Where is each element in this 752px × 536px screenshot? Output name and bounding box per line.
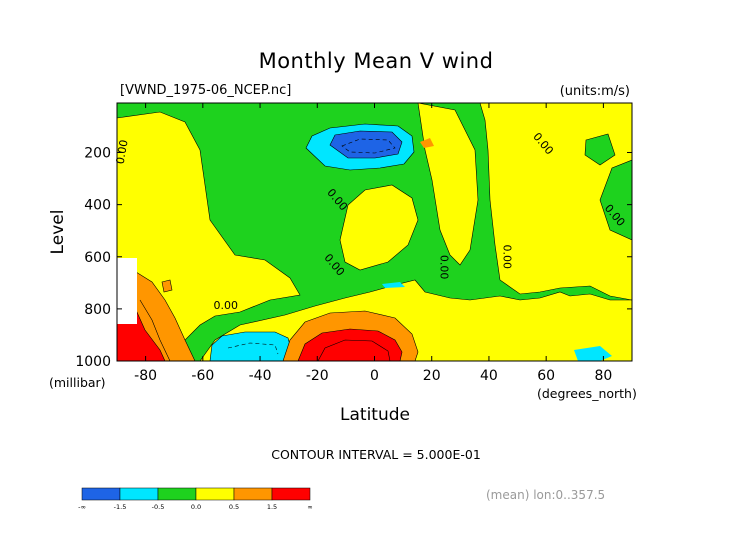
contour-label: 0.00 xyxy=(213,299,238,312)
footnote: (mean) lon:0..357.5 xyxy=(486,488,605,502)
colorbar-swatch xyxy=(157,487,197,501)
contour-orange-small xyxy=(161,279,173,293)
y-axis: 200 400 600 800 1000 xyxy=(75,146,632,370)
x-axis: -80 -60 -40 -20 0 20 40 60 80 xyxy=(134,103,612,384)
y-axis-label: Level xyxy=(48,210,68,255)
colorbar-tick-label: ∞ xyxy=(307,503,312,511)
contour-orange-tiny xyxy=(420,138,434,148)
x-axis-unit: (degrees_north) xyxy=(537,386,637,401)
colorbar-tick-label: -∞ xyxy=(78,503,86,511)
y-tick-label: 200 xyxy=(84,146,111,162)
colorbar-swatch xyxy=(119,487,159,501)
chart-title: Monthly Mean V wind xyxy=(259,49,494,73)
x-axis-label: Latitude xyxy=(340,405,410,425)
colorbar-tick-label: 0.0 xyxy=(191,503,201,511)
contour-cyan-south-low xyxy=(209,331,293,361)
contour-blue-upper-core xyxy=(329,130,403,159)
missing-data-mask xyxy=(117,258,137,324)
contour-interval-label: CONTOUR INTERVAL = 5.000E-01 xyxy=(271,447,481,462)
x-tick-label: -20 xyxy=(306,368,329,384)
contour-cyan-small-2 xyxy=(574,346,612,361)
x-tick-label: -80 xyxy=(134,368,157,384)
x-tick-label: 80 xyxy=(594,368,612,384)
contour-field xyxy=(117,103,632,361)
contour-label: 0.00 xyxy=(500,245,513,270)
y-tick-label: 1000 xyxy=(75,354,111,370)
contour-red-subtropics xyxy=(297,328,403,361)
contour-label: 0.00 xyxy=(114,139,131,165)
colorbar-swatch xyxy=(271,487,311,501)
y-tick-label: 600 xyxy=(84,250,111,266)
y-axis-unit: (millibar) xyxy=(49,375,106,390)
contour-line-south-inner xyxy=(139,299,171,361)
contour-green-north-strip xyxy=(584,133,616,166)
x-tick-label: -40 xyxy=(249,368,272,384)
contour-dash-south xyxy=(227,342,279,355)
colorbar-tick-label: 0.5 xyxy=(229,503,239,511)
file-subtitle: [VWND_1975-06_NCEP.nc] xyxy=(120,83,291,98)
colorbar-swatch xyxy=(233,487,273,501)
contour-line-subtropics-inner xyxy=(317,339,391,361)
x-tick-label: 20 xyxy=(423,368,441,384)
colorbar-legend: -∞ -1.5 -0.5 0.0 0.5 1.5 ∞ xyxy=(78,487,313,511)
x-tick-label: 60 xyxy=(537,368,555,384)
x-tick-label: 0 xyxy=(370,368,379,384)
contour-dash-upper xyxy=(341,138,396,154)
contour-label: 0.00 xyxy=(437,255,450,280)
contour-yellow-mid xyxy=(417,103,479,266)
contour-cyan-small-1 xyxy=(382,282,405,288)
colorbar-tick-label: -1.5 xyxy=(114,503,127,511)
units-subtitle: (units:m/s) xyxy=(560,84,630,99)
x-tick-label: 40 xyxy=(480,368,498,384)
colorbar-swatch xyxy=(195,487,235,501)
colorbar-swatch xyxy=(81,487,121,501)
contour-yellow-blob-center xyxy=(339,184,419,271)
y-tick-label: 800 xyxy=(84,302,111,318)
colorbar-tick-label: -0.5 xyxy=(152,503,165,511)
y-tick-label: 400 xyxy=(84,198,111,214)
x-tick-label: -60 xyxy=(191,368,214,384)
colorbar-tick-label: 1.5 xyxy=(267,503,277,511)
